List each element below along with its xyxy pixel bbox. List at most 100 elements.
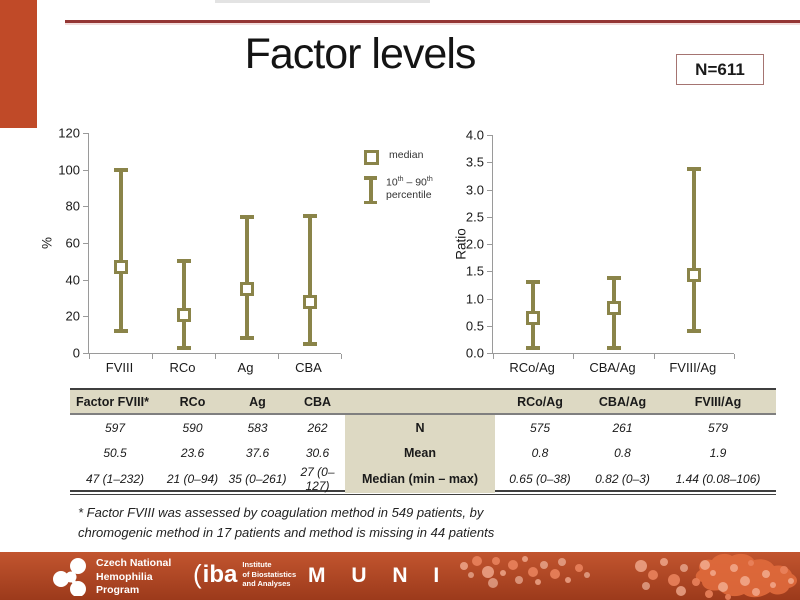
decorative-dot [535, 579, 541, 585]
x-axis-category-label: RCo/Ag [509, 360, 555, 375]
iba-paren-glyph: ( [193, 559, 202, 589]
errorbar-whisker [118, 169, 123, 331]
y-axis-tick-label: 40 [65, 272, 80, 288]
percentile-sup: th [426, 176, 433, 183]
decorative-dot [740, 576, 750, 586]
table-header-cell: CBA/Ag [585, 390, 660, 413]
errorbar-bottom-cap [302, 341, 317, 346]
y-axis-tick-mark [83, 169, 88, 171]
table-row-label: Mean [345, 440, 495, 465]
plot-area-ratio [487, 135, 735, 359]
decorative-dot [565, 577, 571, 583]
y-axis-tick-mark [487, 271, 492, 273]
median-marker-icon [364, 150, 379, 165]
y-axis-tick-label: 0.0 [465, 345, 484, 361]
y-axis-tick-label: 20 [65, 308, 80, 324]
decorative-dot [550, 569, 560, 579]
cnhp-logo-text: Czech National Hemophilia Program [96, 557, 171, 598]
errorbar-icon [363, 176, 378, 204]
errorbar-top-cap [113, 167, 128, 172]
table-cell: 261 [612, 420, 633, 435]
x-axis-labels-percent: FVIII RCo Ag CBA [88, 353, 340, 375]
decorative-dot [748, 560, 754, 566]
x-axis-tick-mark [341, 354, 342, 359]
table-cell: 37.6 [245, 445, 270, 460]
muni-logo: M U N I [308, 564, 450, 587]
decorative-dot [488, 578, 498, 588]
table-row: 50.5 23.6 37.6 30.6 Mean 0.8 0.8 1.9 [70, 440, 776, 465]
footnote: * Factor FVIII was assessed by coagulati… [78, 503, 494, 542]
table-row: 597 590 583 262 N 575 261 579 [70, 415, 776, 440]
errorbar-bottom-cap [239, 336, 254, 341]
y-axis-tick-label: 60 [65, 235, 80, 251]
decorative-dot [762, 570, 770, 578]
decorative-dot [788, 578, 794, 584]
title-rule [65, 20, 800, 25]
plot-area-percent [83, 133, 342, 359]
decorative-dot [752, 588, 760, 596]
y-axis-tick-mark [487, 353, 492, 354]
x-axis-category-label: Ag [237, 360, 254, 375]
y-axis-tick-label: 3.0 [465, 182, 484, 197]
decorative-dot [508, 560, 518, 570]
cnhp-text-line: Czech National [96, 557, 172, 569]
factor-ratios-chart: Ratio 0.0 0.5 1.0 1.5 2.0 2.5 3.0 3.5 4.0 RCo/Ag… [453, 128, 735, 375]
decorative-dot [680, 564, 688, 572]
median-marker [686, 267, 701, 282]
table-cell: 35 (0–261) [228, 472, 287, 486]
table-row: 47 (1–232) 21 (0–94) 35 (0–261) 27 (0–12… [70, 465, 776, 493]
errorbar-bottom-cap [113, 329, 128, 333]
decorative-dot [540, 561, 548, 569]
table-cell: 1.44 (0.08–106) [675, 472, 761, 486]
cnhp-molecule-icon [53, 558, 86, 597]
table-cell: 262 [307, 420, 328, 435]
sample-size-badge: N=611 [676, 54, 764, 85]
y-axis-tick-mark [487, 216, 492, 218]
iba-text-line: Institute [242, 560, 272, 570]
table-cell: 579 [707, 420, 729, 435]
decorative-dot [718, 582, 728, 592]
table-header-cell: FVIII/Ag [660, 390, 776, 413]
y-axis-tick-mark [83, 243, 88, 244]
decorative-dot [705, 590, 713, 598]
decorative-dot [482, 566, 494, 578]
decorative-dot [472, 556, 482, 566]
y-axis-ratio: 0.0 0.5 1.0 1.5 2.0 2.5 3.0 3.5 4.0 [456, 128, 492, 361]
decorative-dot [668, 574, 680, 586]
median-marker [176, 307, 191, 322]
factor-levels-percent-chart: % 0 20 40 60 80 100 120 FVIII RCo Ag CBA [40, 126, 342, 375]
table-cell: 0.8 [614, 445, 631, 460]
y-axis-tick-mark [487, 325, 492, 327]
footnote-line: chromogenic method in 17 patients and me… [78, 524, 495, 540]
x-axis-category-label: CBA [295, 360, 322, 375]
summary-table: Factor FVIII* RCo Ag CBA RCo/Ag CBA/Ag F… [70, 388, 776, 495]
x-axis-tick-mark [89, 354, 90, 359]
iba-text-line: and Analyses [242, 579, 291, 589]
decorative-dot [500, 570, 506, 576]
y-axis-tick-mark [83, 353, 88, 354]
decorative-dot [725, 594, 731, 600]
table-cell: 0.8 [531, 445, 549, 460]
percentile-text: – 90 [403, 176, 427, 189]
errorbar-top-cap [176, 259, 191, 264]
x-axis-category-label: RCo [169, 360, 196, 375]
percentile-text: 10 [386, 176, 398, 189]
median-marker [606, 301, 621, 316]
y-axis-tick-mark [487, 298, 492, 300]
table-bottom-border [70, 494, 776, 495]
errorbar-whisker [244, 217, 249, 339]
cnhp-logo: Czech National Hemophilia Program [52, 557, 171, 598]
decorative-dot [575, 564, 583, 572]
errorbar-top-cap [686, 166, 701, 171]
y-axis-tick-mark [487, 244, 492, 245]
decorative-dot [635, 560, 647, 572]
x-axis-tick-mark [152, 354, 153, 359]
percentile-sup: th [397, 176, 404, 183]
table-cell: 597 [104, 420, 126, 435]
accent-side-bar [0, 0, 37, 128]
x-axis-tick-mark [493, 354, 494, 359]
errorbar-top-cap [606, 275, 621, 280]
errorbar-top-cap [526, 280, 541, 285]
median-marker [113, 259, 128, 274]
